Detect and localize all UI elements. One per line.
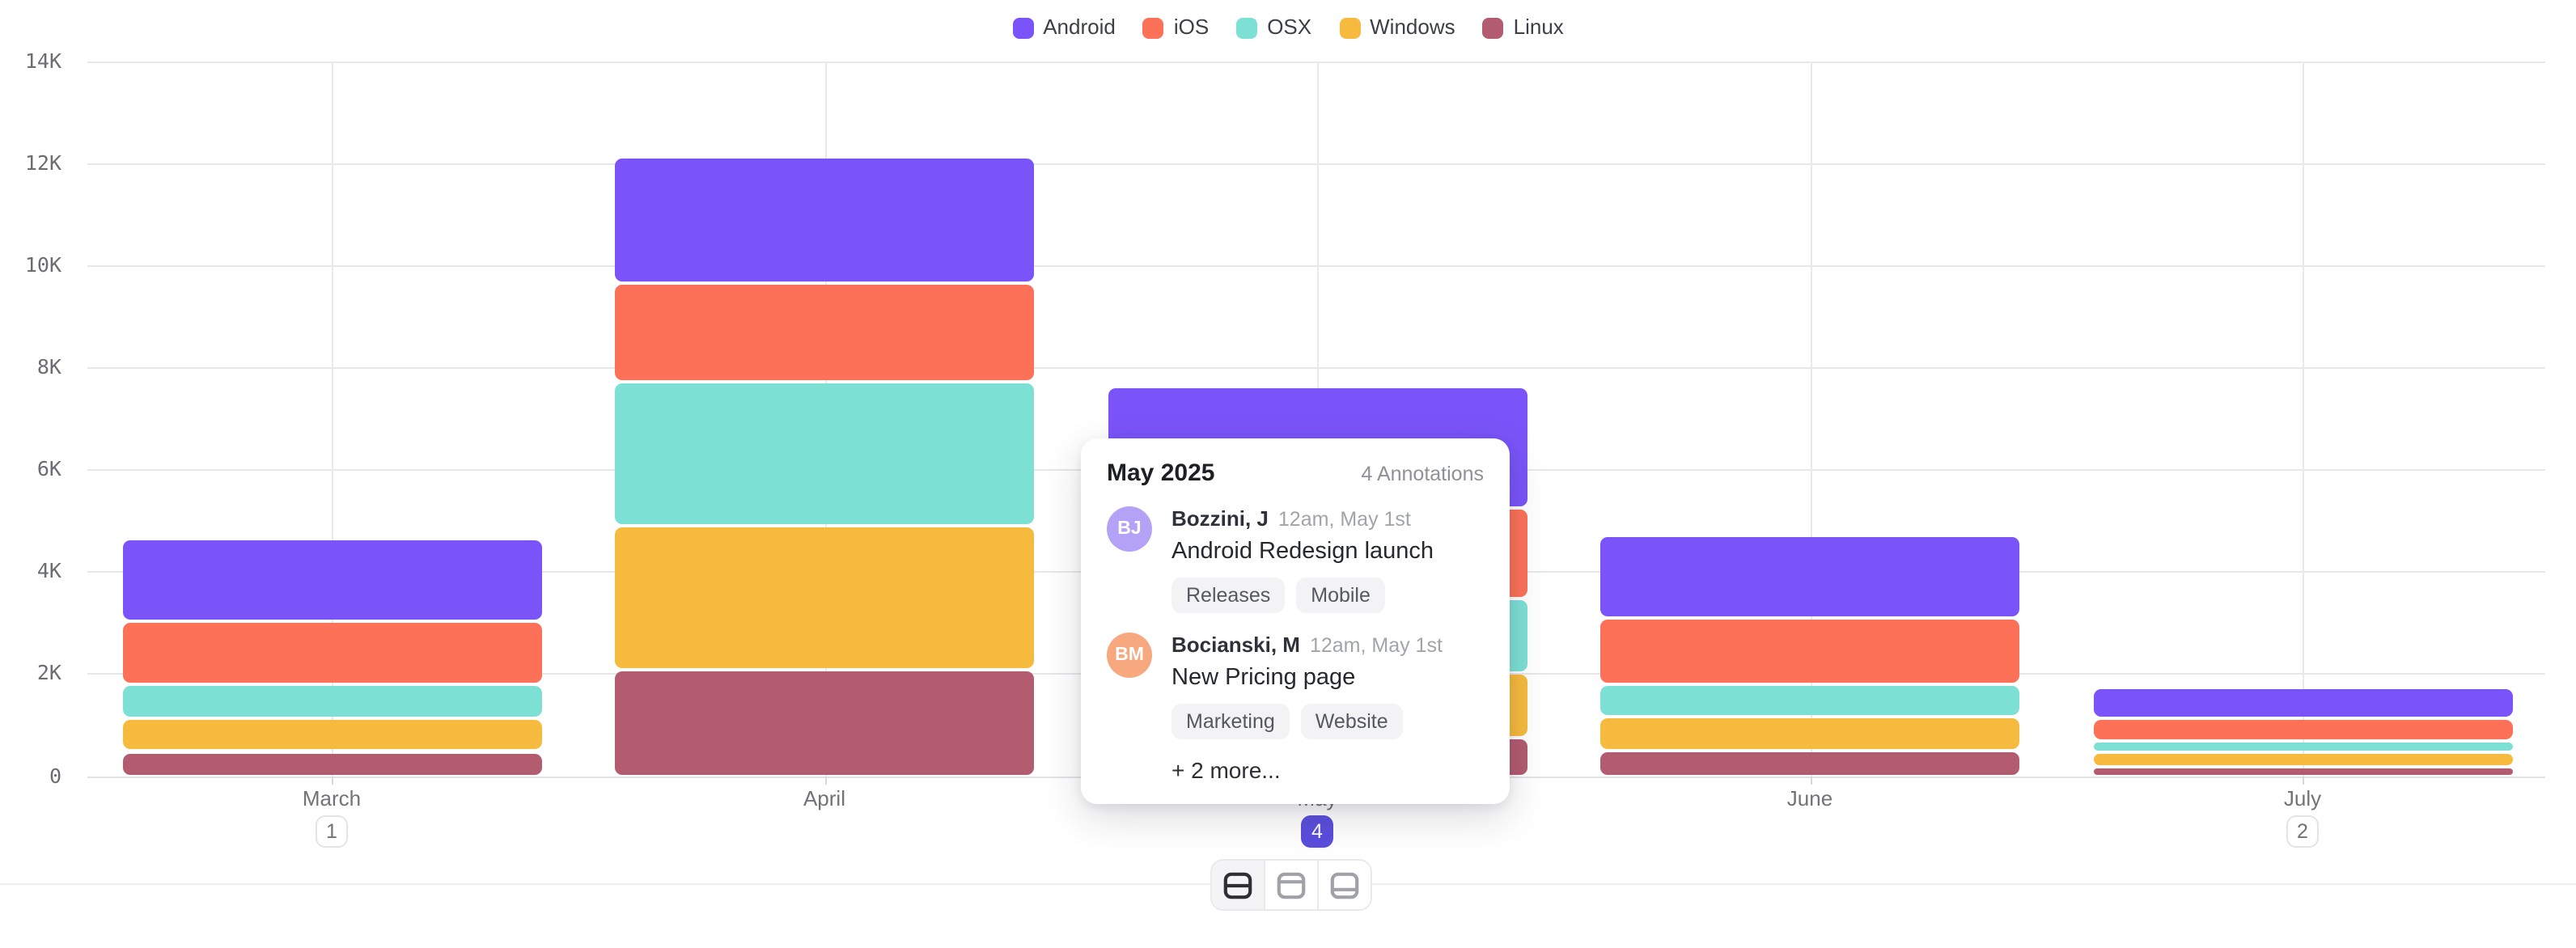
y-gridline	[87, 265, 2545, 267]
y-gridline	[87, 61, 2545, 62]
y-axis-tick-label: 6K	[36, 456, 61, 481]
annotation-entry: BM Bocianski, M 12am, May 1st New Pricing p…	[1107, 633, 1484, 739]
annotations-layout-top-button[interactable]	[1264, 861, 1317, 909]
legend-swatch-icon	[1236, 17, 1258, 38]
chart-legend: Android iOS OSX Windows Linux	[0, 15, 2576, 39]
y-gridline	[87, 163, 2545, 165]
split-top-icon	[1277, 871, 1306, 899]
tag-pill-mobile: Mobile	[1296, 578, 1385, 613]
bar-segment-windows-april[interactable]	[615, 527, 1034, 668]
avatar: BJ	[1107, 506, 1152, 552]
legend-item-android[interactable]: Android	[1012, 15, 1116, 39]
x-axis-label-july: July	[2283, 786, 2322, 810]
y-axis-tick-label: 0	[49, 763, 61, 787]
tag-pill-marketing: Marketing	[1171, 704, 1290, 739]
bar-segment-linux-june[interactable]	[1600, 751, 2019, 776]
x-axis-tick	[332, 776, 333, 784]
bar-segment-osx-april[interactable]	[615, 383, 1034, 524]
legend-item-linux[interactable]: Linux	[1482, 15, 1564, 39]
bar-segment-windows-july[interactable]	[2093, 754, 2512, 766]
annotation-tags: Releases Mobile	[1171, 578, 1434, 613]
annotation-timestamp: 12am, May 1st	[1309, 634, 1443, 657]
annotation-body: Bozzini, J 12am, May 1st Android Redesign …	[1171, 506, 1434, 613]
bar-segment-android-april[interactable]	[615, 159, 1034, 281]
bar-segment-ios-march[interactable]	[122, 623, 541, 683]
bar-segment-osx-march[interactable]	[122, 685, 541, 717]
bar-segment-windows-march[interactable]	[122, 720, 541, 750]
avatar: BM	[1107, 633, 1152, 678]
legend-label: iOS	[1173, 15, 1210, 39]
legend-swatch-icon	[1339, 17, 1361, 38]
annotation-body: Bocianski, M 12am, May 1st New Pricing pag…	[1171, 633, 1443, 739]
x-axis-label-march: March	[302, 786, 362, 810]
y-gridline	[87, 366, 2545, 369]
annotation-timestamp: 12am, May 1st	[1277, 508, 1411, 531]
y-axis-tick-label: 2K	[36, 660, 61, 685]
legend-swatch-icon	[1142, 17, 1164, 38]
bar-segment-ios-april[interactable]	[615, 285, 1034, 380]
y-axis-tick-label: 10K	[24, 252, 61, 277]
y-axis-tick-label: 4K	[36, 558, 61, 583]
bar-segment-osx-july[interactable]	[2093, 742, 2512, 751]
tag-pill-releases: Releases	[1171, 578, 1286, 613]
y-axis-tick-label: 12K	[24, 150, 61, 175]
legend-item-windows[interactable]: Windows	[1339, 15, 1455, 39]
annotation-head: Bozzini, J 12am, May 1st	[1171, 506, 1434, 532]
legend-label: OSX	[1267, 15, 1312, 39]
legend-item-osx[interactable]: OSX	[1236, 15, 1312, 39]
bar-segment-android-march[interactable]	[122, 540, 541, 620]
show-more-link[interactable]: + 2 more...	[1171, 757, 1281, 783]
x-axis-label-june: June	[1786, 786, 1833, 810]
annotation-badge-march[interactable]: 1	[316, 815, 348, 848]
annotation-list: BJ Bozzini, J 12am, May 1st Android Redesig…	[1107, 506, 1484, 739]
annotations-layout-middle-button[interactable]	[1212, 861, 1264, 909]
annotation-badge-may[interactable]: 4	[1301, 815, 1333, 848]
popover-annotation-count: 4 Annotations	[1361, 463, 1484, 485]
tag-pill-website: Website	[1300, 704, 1403, 739]
split-bottom-icon	[1330, 871, 1359, 899]
bar-segment-osx-june[interactable]	[1600, 685, 2019, 716]
popover-header: May 2025 4 Annotations	[1107, 459, 1484, 487]
annotation-text: New Pricing page	[1171, 665, 1356, 691]
y-axis-tick-label: 14K	[24, 48, 61, 72]
popover-title: May 2025	[1107, 459, 1215, 487]
legend-label: Linux	[1513, 15, 1564, 39]
annotation-entry: BJ Bozzini, J 12am, May 1st Android Redesig…	[1107, 506, 1484, 613]
x-axis-label-april: April	[803, 786, 845, 810]
split-middle-icon	[1223, 871, 1252, 899]
x-axis-tick	[824, 776, 826, 784]
layout-segmented-control	[1210, 859, 1372, 911]
annotation-head: Bocianski, M 12am, May 1st	[1171, 633, 1443, 658]
bar-segment-android-june[interactable]	[1600, 537, 2019, 617]
bar-segment-linux-july[interactable]	[2093, 768, 2512, 776]
y-axis-tick-label: 8K	[36, 353, 61, 379]
x-gridline	[332, 61, 333, 776]
x-gridline	[2303, 61, 2304, 776]
bar-segment-ios-june[interactable]	[1600, 620, 2019, 683]
x-gridline	[1810, 61, 1811, 776]
legend-swatch-icon	[1012, 17, 1034, 38]
bar-segment-android-july[interactable]	[2093, 688, 2512, 717]
annotation-tags: Marketing Website	[1171, 704, 1443, 739]
bar-segment-ios-july[interactable]	[2093, 719, 2512, 739]
x-axis-tick	[2303, 776, 2304, 784]
legend-label: Android	[1043, 15, 1116, 39]
legend-swatch-icon	[1482, 17, 1504, 38]
annotation-author: Bozzini, J	[1171, 506, 1269, 531]
annotations-layout-bottom-button[interactable]	[1317, 861, 1371, 909]
bar-segment-windows-june[interactable]	[1600, 718, 2019, 749]
annotation-text: Android Redesign launch	[1171, 539, 1434, 565]
annotation-badge-july[interactable]: 2	[2286, 815, 2319, 848]
annotations-popover: May 2025 4 Annotations BJ Bozzini, J 12am,…	[1081, 438, 1510, 804]
bar-segment-linux-march[interactable]	[122, 753, 541, 776]
legend-label: Windows	[1370, 15, 1455, 39]
x-axis-tick	[1810, 776, 1811, 784]
annotation-author: Bocianski, M	[1171, 633, 1300, 657]
legend-item-ios[interactable]: iOS	[1142, 15, 1210, 39]
bar-segment-linux-april[interactable]	[615, 671, 1034, 776]
